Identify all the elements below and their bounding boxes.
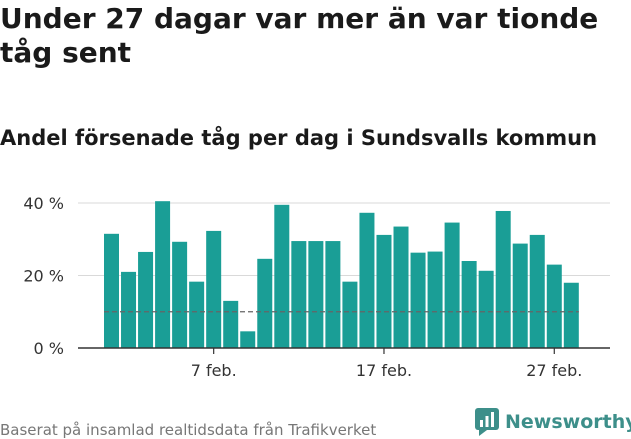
- bar: [512, 243, 528, 348]
- bar: [240, 331, 256, 348]
- brand-name: Newsworthy: [505, 411, 631, 433]
- bar: [155, 201, 171, 348]
- bar-chart: 0 % 20 % 40 % 7 feb. 17 feb. 27 feb.: [23, 194, 610, 380]
- bar: [189, 281, 205, 348]
- y-tick-label: 0 %: [34, 339, 64, 358]
- bar: [393, 226, 409, 348]
- x-tick-label: 17 feb.: [356, 361, 412, 380]
- bar: [257, 258, 273, 348]
- bar: [461, 261, 477, 348]
- bar: [529, 234, 545, 348]
- bar: [546, 264, 562, 348]
- bar: [342, 281, 358, 348]
- bar: [223, 300, 239, 348]
- bar: [410, 252, 426, 348]
- bar: [325, 241, 341, 348]
- bar: [495, 210, 511, 348]
- bar: [444, 222, 460, 348]
- bar: [104, 233, 119, 348]
- bar: [563, 282, 579, 348]
- bar: [478, 270, 494, 348]
- bar: [359, 212, 375, 348]
- brand-logo[interactable]: Newsworthy: [475, 408, 631, 436]
- bar: [376, 234, 392, 348]
- bar: [121, 271, 137, 348]
- source-note: Baserat på insamlad realtidsdata från Tr…: [0, 421, 377, 439]
- x-tick-label: 7 feb.: [191, 361, 237, 380]
- chart-title: Under 27 dagar var mer än var tionde tåg…: [0, 2, 599, 69]
- bar: [291, 241, 307, 348]
- chart-subtitle: Andel försenade tåg per dag i Sundsvalls…: [0, 126, 598, 150]
- bar: [274, 204, 290, 348]
- y-tick-label: 40 %: [23, 194, 64, 213]
- x-tick-label: 27 feb.: [526, 361, 582, 380]
- bar-chart-logo-icon: [475, 408, 499, 436]
- bar: [427, 251, 443, 348]
- bar: [308, 241, 324, 348]
- bar: [138, 251, 154, 348]
- bar: [172, 241, 188, 348]
- bar: [206, 230, 222, 348]
- y-tick-label: 20 %: [23, 267, 64, 286]
